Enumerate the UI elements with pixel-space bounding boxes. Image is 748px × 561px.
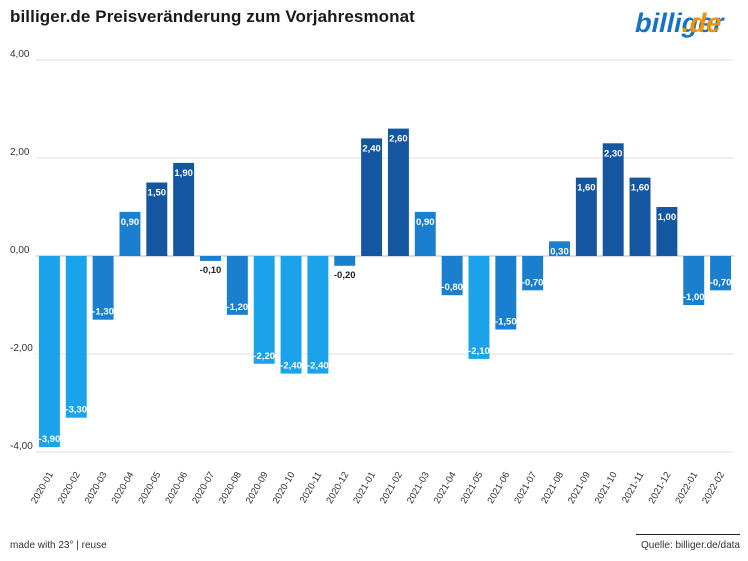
billiger-logo: billiger .de [632,7,727,38]
bar [253,256,275,364]
data-label: -0,70 [522,277,544,288]
x-tick-label: 2020-09 [244,470,271,506]
bar [226,256,248,315]
x-tick-label: 2021-08 [539,470,566,506]
data-label: -3,90 [39,434,61,445]
x-tick-label: 2020-10 [271,470,298,506]
footer-divider [636,534,740,535]
data-label: -2,40 [307,361,329,372]
x-tick-label: 2021-06 [485,470,512,506]
data-label: -0,10 [200,265,222,276]
x-tick-label: 2021-11 [620,470,647,505]
bar [522,256,544,291]
bar-chart: 4,00 2,00 0,00 -2,00 -4,00 -3,90 2020-01 -3,30 2… [10,49,734,506]
x-tick-label: 2020-04 [110,470,137,506]
bar [92,256,114,320]
data-label: 1,60 [631,183,650,194]
data-label: 1,50 [148,188,167,199]
bar [280,256,302,374]
bar [387,128,409,256]
source-credit: Quelle: billiger.de/data [641,540,740,551]
bar [629,177,651,256]
data-label: 1,60 [577,183,596,194]
x-tick-label: 2021-02 [378,470,405,506]
chart-title: billiger.de Preisveränderung zum Vorjahr… [10,7,415,26]
bar [575,177,597,256]
y-tick-label: 2,00 [10,147,30,158]
data-label: -2,10 [468,346,490,357]
bar [495,256,517,330]
data-label: -1,00 [683,292,705,303]
x-tick-label: 2020-01 [29,470,56,506]
data-label: 2,40 [362,143,381,154]
bar [119,211,141,256]
bar [414,211,436,256]
x-tick-label: 2021-12 [647,470,674,506]
bar [65,256,87,418]
x-tick-label: 2020-07 [190,470,217,506]
data-label: -1,20 [227,302,249,313]
bar [468,256,490,359]
x-tick-label: 2022-01 [673,470,700,506]
bar [307,256,329,374]
x-tick-label: 2021-10 [593,470,620,506]
bar [200,256,221,261]
svg-text:billiger: billiger [632,7,727,38]
y-tick-label: 4,00 [10,49,30,60]
data-label: 2,60 [389,134,408,145]
x-tick-label: 2020-02 [56,470,83,506]
x-tick-label: 2021-03 [405,470,432,506]
x-tick-label: 2021-05 [459,470,486,506]
x-tick-label: 2020-06 [163,470,190,506]
bar [683,256,705,305]
bar [38,256,60,448]
data-label: 2,30 [604,148,623,159]
svg-text:.de: .de [679,7,725,38]
data-label: 1,00 [658,212,677,223]
data-label: -2,40 [280,361,302,372]
data-label: -0,80 [441,282,463,293]
x-tick-label: 2020-03 [83,470,110,506]
bar [334,256,356,266]
x-tick-label: 2021-07 [512,470,539,506]
x-tick-label: 2022-02 [700,470,727,506]
bar [441,256,463,296]
data-label: 1,90 [174,168,193,179]
x-tick-label: 2021-01 [351,470,378,506]
y-tick-label: -4,00 [10,441,33,452]
x-tick-label: 2020-12 [324,470,351,506]
x-tick-label: 2021-04 [432,470,459,506]
bar [549,241,570,256]
bar [173,162,195,256]
data-label: 0,90 [121,217,140,228]
data-label: -0,70 [710,277,732,288]
x-tick-label: 2021-09 [566,470,593,506]
data-label: -2,20 [253,351,275,362]
x-tick-label: 2020-05 [136,470,163,506]
data-label: -0,20 [334,270,356,281]
bar [602,143,624,256]
x-tick-label: 2020-08 [217,470,244,506]
made-with-credit[interactable]: made with 23° | reuse [10,540,107,551]
y-tick-label: 0,00 [10,245,30,256]
data-label: 0,90 [416,217,435,228]
x-tick-label: 2020-11 [298,470,325,505]
data-label: -1,30 [92,307,114,318]
y-tick-label: -2,00 [10,343,33,354]
data-label: 0,30 [550,246,569,257]
data-label: -3,30 [65,405,87,416]
bar [656,207,678,256]
data-label: -1,50 [495,317,517,328]
bar [146,182,168,256]
bar [361,138,383,256]
bar [710,256,732,291]
